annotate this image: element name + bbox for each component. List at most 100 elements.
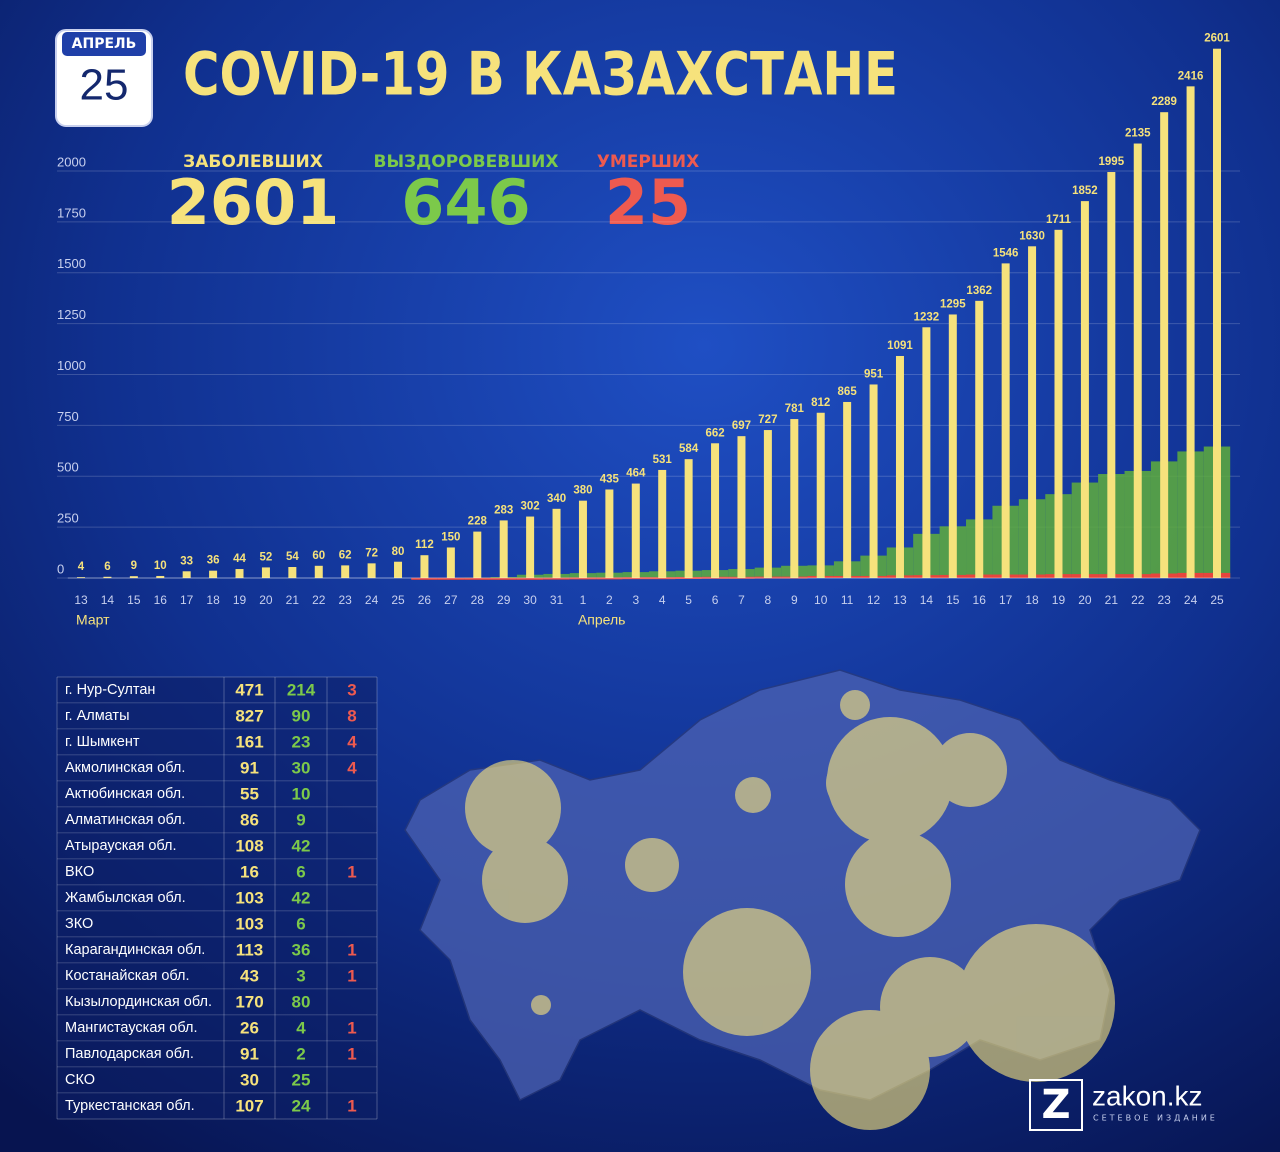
map-circle <box>810 1010 930 1130</box>
region-name: Актюбинская обл. <box>65 786 185 802</box>
x-tick-label: 3 <box>632 593 639 607</box>
deaths-step <box>464 577 491 580</box>
deaths-step <box>569 577 597 580</box>
x-tick-label: 31 <box>550 593 564 607</box>
map-circle <box>827 717 953 843</box>
logo-name: zakon.kz <box>1092 1080 1203 1111</box>
x-tick-label: 24 <box>365 593 379 607</box>
x-tick-label: 15 <box>127 593 141 607</box>
region-number: 1 <box>347 940 356 959</box>
title: COVID-19 В КАЗАХСТАНЕ <box>183 40 898 110</box>
value-label: 662 <box>705 427 724 439</box>
bar <box>1133 143 1142 578</box>
logo-tagline: СЕТЕВОЕ ИЗДАНИЕ <box>1093 1114 1218 1123</box>
value-label: 865 <box>838 386 858 398</box>
stat-value: 25 <box>605 166 691 239</box>
region-number: 4 <box>296 1018 306 1037</box>
region-name: Павлодарская обл. <box>65 1046 194 1062</box>
value-label: 10 <box>154 560 167 572</box>
x-tick-label: 13 <box>74 593 88 607</box>
x-tick-label: 19 <box>1052 593 1066 607</box>
value-label: 112 <box>415 539 434 551</box>
region-number: 91 <box>240 1044 259 1063</box>
region-number: 113 <box>236 940 263 959</box>
bar <box>1001 263 1010 578</box>
bar <box>420 555 429 578</box>
value-label: 1546 <box>993 247 1019 259</box>
value-label: 150 <box>441 532 460 544</box>
value-label: 1362 <box>966 285 992 297</box>
value-label: 781 <box>785 403 805 415</box>
value-label: 435 <box>600 474 620 486</box>
badge-day: 25 <box>80 61 129 110</box>
region-number: 214 <box>287 680 316 699</box>
value-label: 2289 <box>1151 96 1177 108</box>
x-tick-label: 10 <box>814 593 828 607</box>
bar <box>816 412 825 578</box>
deaths-step <box>622 577 649 580</box>
region-name: Кызылординская обл. <box>65 994 212 1010</box>
map-circle <box>531 995 551 1015</box>
x-tick-label: 29 <box>497 593 511 607</box>
table-row-bg <box>57 1015 377 1041</box>
region-number: 42 <box>292 836 311 855</box>
region-number: 103 <box>235 888 263 907</box>
region-number: 42 <box>292 888 311 907</box>
bar <box>1107 172 1116 578</box>
region-number: 30 <box>240 1070 259 1089</box>
bar <box>737 436 746 578</box>
region-name: г. Шымкент <box>65 734 140 750</box>
bar <box>473 531 482 578</box>
region-name: Карагандинская обл. <box>65 942 205 958</box>
value-label: 2601 <box>1204 33 1230 45</box>
x-tick-label: 23 <box>339 593 353 607</box>
deaths-step <box>411 577 438 580</box>
value-label: 340 <box>547 493 566 505</box>
map-circle <box>933 733 1007 807</box>
region-number: 80 <box>292 992 311 1011</box>
bar <box>156 575 165 578</box>
bar <box>1160 112 1169 578</box>
bar <box>446 547 455 578</box>
region-number: 16 <box>240 862 259 881</box>
map-circle <box>625 838 679 892</box>
map-circles <box>465 690 1115 1130</box>
region-number: 108 <box>235 836 263 855</box>
value-label: 36 <box>207 555 220 567</box>
bar <box>975 300 984 578</box>
x-tick-label: 16 <box>154 593 168 607</box>
region-name: Алматинская обл. <box>65 812 186 828</box>
value-label: 62 <box>339 549 352 561</box>
region-name: СКО <box>65 1072 95 1088</box>
badge-band <box>62 32 146 56</box>
region-number: 4 <box>347 758 357 777</box>
region-name: Жамбылская обл. <box>65 890 186 906</box>
bar <box>261 567 270 578</box>
value-label: 9 <box>131 560 137 572</box>
region-number: 471 <box>235 680 263 699</box>
x-tick-label: 25 <box>391 593 405 607</box>
bar <box>77 577 85 578</box>
x-tick-label: 9 <box>791 593 798 607</box>
region-name: г. Нур-Султан <box>65 682 155 698</box>
value-label: 1852 <box>1072 185 1098 197</box>
region-number: 86 <box>240 810 259 829</box>
region-number: 91 <box>240 758 259 777</box>
map-circle <box>465 760 561 856</box>
region-number: 103 <box>235 914 263 933</box>
value-label: 380 <box>573 485 592 497</box>
x-tick-label: 18 <box>1025 593 1039 607</box>
value-label: 33 <box>180 555 193 567</box>
bar <box>182 571 191 578</box>
bar <box>948 314 957 578</box>
bar <box>526 516 535 578</box>
map-circle <box>482 837 568 923</box>
x-tick-label: 4 <box>659 593 666 607</box>
month-label: Апрель <box>578 612 626 628</box>
region-number: 170 <box>235 992 263 1011</box>
table-row-bg <box>57 677 377 703</box>
bar <box>869 384 878 578</box>
region-name: ЗКО <box>65 916 93 932</box>
value-label: 1711 <box>1046 214 1072 226</box>
